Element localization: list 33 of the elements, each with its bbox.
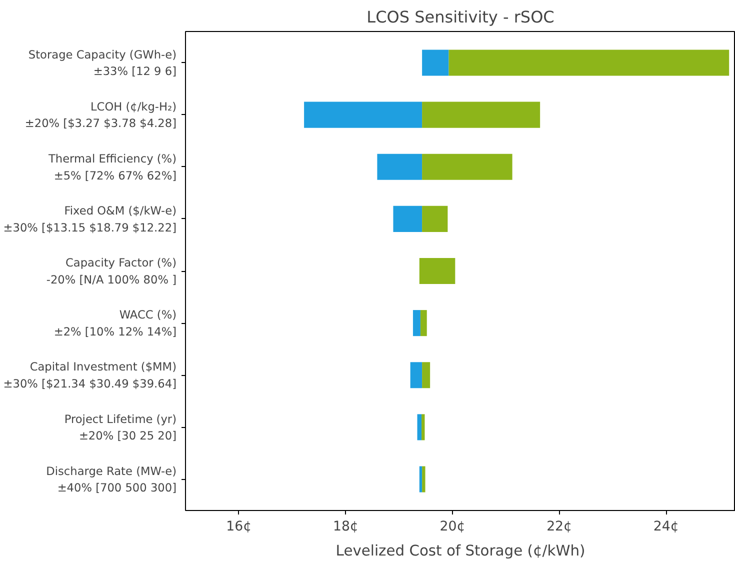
bar: [422, 50, 449, 76]
x-axis-title: Levelized Cost of Storage (¢/kWh): [336, 542, 586, 560]
y-tick-label: Capacity Factor (%) -20% [N/A 100% 80% ]: [46, 256, 177, 286]
bar: [420, 310, 427, 336]
bar: [422, 102, 540, 128]
y-tick-label: Capital Investment ($MM) ±30% [$21.34 $30.49 $39.64]: [3, 360, 177, 391]
x-tick-label: 24¢: [653, 520, 679, 534]
y-tick-label: Discharge Rate (MW-e) ±40% [700 500 300]: [46, 464, 177, 495]
bar: [417, 414, 422, 440]
y-tick-label: Fixed O&M ($/kW-e) ±30% [$13.15 $18.79 $12.22]: [3, 204, 177, 234]
bar: [419, 466, 422, 492]
bar: [304, 102, 422, 128]
y-tick-label: Project Lifetime (yr) ±20% [30 25 20]: [64, 412, 177, 443]
bar: [377, 154, 422, 180]
y-tick-label: LCOH (¢/kg-H₂) ±20% [$3.27 $3.78 $4.28]: [24, 99, 177, 130]
x-tick-label: 18¢: [332, 520, 358, 534]
bar: [422, 466, 426, 492]
bar: [410, 362, 422, 388]
bar: [422, 414, 425, 440]
bar: [422, 206, 448, 232]
y-tick-label: Storage Capacity (GWh-e) ±33% [12 9 6]: [28, 47, 177, 78]
bar: [419, 258, 456, 284]
y-tick-label: WACC (%) ±2% [10% 12% 14%]: [54, 308, 176, 338]
x-tick-label: 16¢: [226, 520, 252, 534]
bar: [422, 362, 430, 388]
bar: [412, 310, 420, 336]
x-tick-label: 22¢: [546, 520, 572, 534]
y-tick-label: Thermal Efficiency (%) ±5% [72% 67% 62%]: [47, 151, 177, 182]
bar: [448, 50, 730, 76]
bar: [393, 206, 422, 232]
chart-title: LCOS Sensitivity - rSOC: [366, 8, 554, 26]
x-tick-label: 20¢: [440, 520, 466, 534]
bar: [422, 154, 512, 180]
